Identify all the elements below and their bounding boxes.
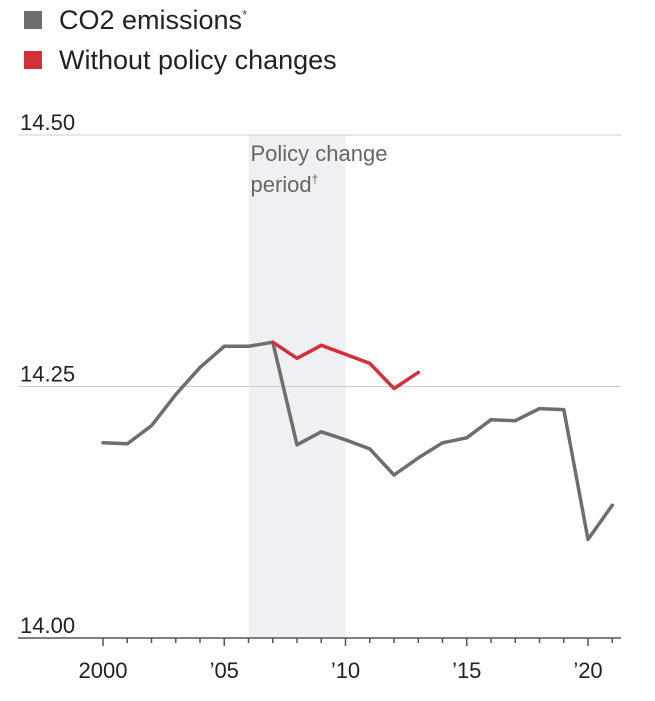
legend-footnote-mark: *: [242, 6, 248, 22]
x-tick-label-2010: ’10: [331, 658, 360, 683]
y-tick-label-14.50: 14.50: [20, 110, 75, 135]
x-axis: [18, 637, 621, 646]
y-tick-label-14.00: 14.00: [20, 613, 75, 638]
series-layer: [101, 340, 615, 542]
y-tick-label-14.25: 14.25: [20, 362, 75, 387]
x-tick-label-2020: ’20: [573, 658, 602, 683]
policy-band-label-line-2: period: [251, 172, 312, 197]
series-line-without-policy-changes: [271, 340, 421, 391]
x-tick-label-2000: 2000: [79, 658, 128, 683]
x-tick-label-2005: ’05: [210, 658, 239, 683]
policy-band-footnote-mark: †: [312, 172, 319, 186]
legend: CO2 emissions* Without policy changes: [24, 0, 337, 80]
policy-band-label: Policy change period†: [251, 141, 388, 197]
legend-item-co2-emissions: CO2 emissions*: [24, 0, 337, 40]
legend-label-without-policy-changes: Without policy changes: [59, 44, 337, 75]
legend-label-co2-emissions: CO2 emissions*: [59, 4, 248, 35]
legend-swatch-without-policy-changes: [24, 51, 42, 69]
x-tick-label-2015: ’15: [452, 658, 481, 683]
policy-band-label-line-1: Policy change: [251, 141, 388, 166]
legend-item-without-policy-changes: Without policy changes: [24, 40, 337, 80]
series-line-co2-emissions: [101, 340, 615, 542]
grid-layer: [18, 134, 621, 387]
legend-swatch-co2-emissions: [24, 11, 42, 29]
